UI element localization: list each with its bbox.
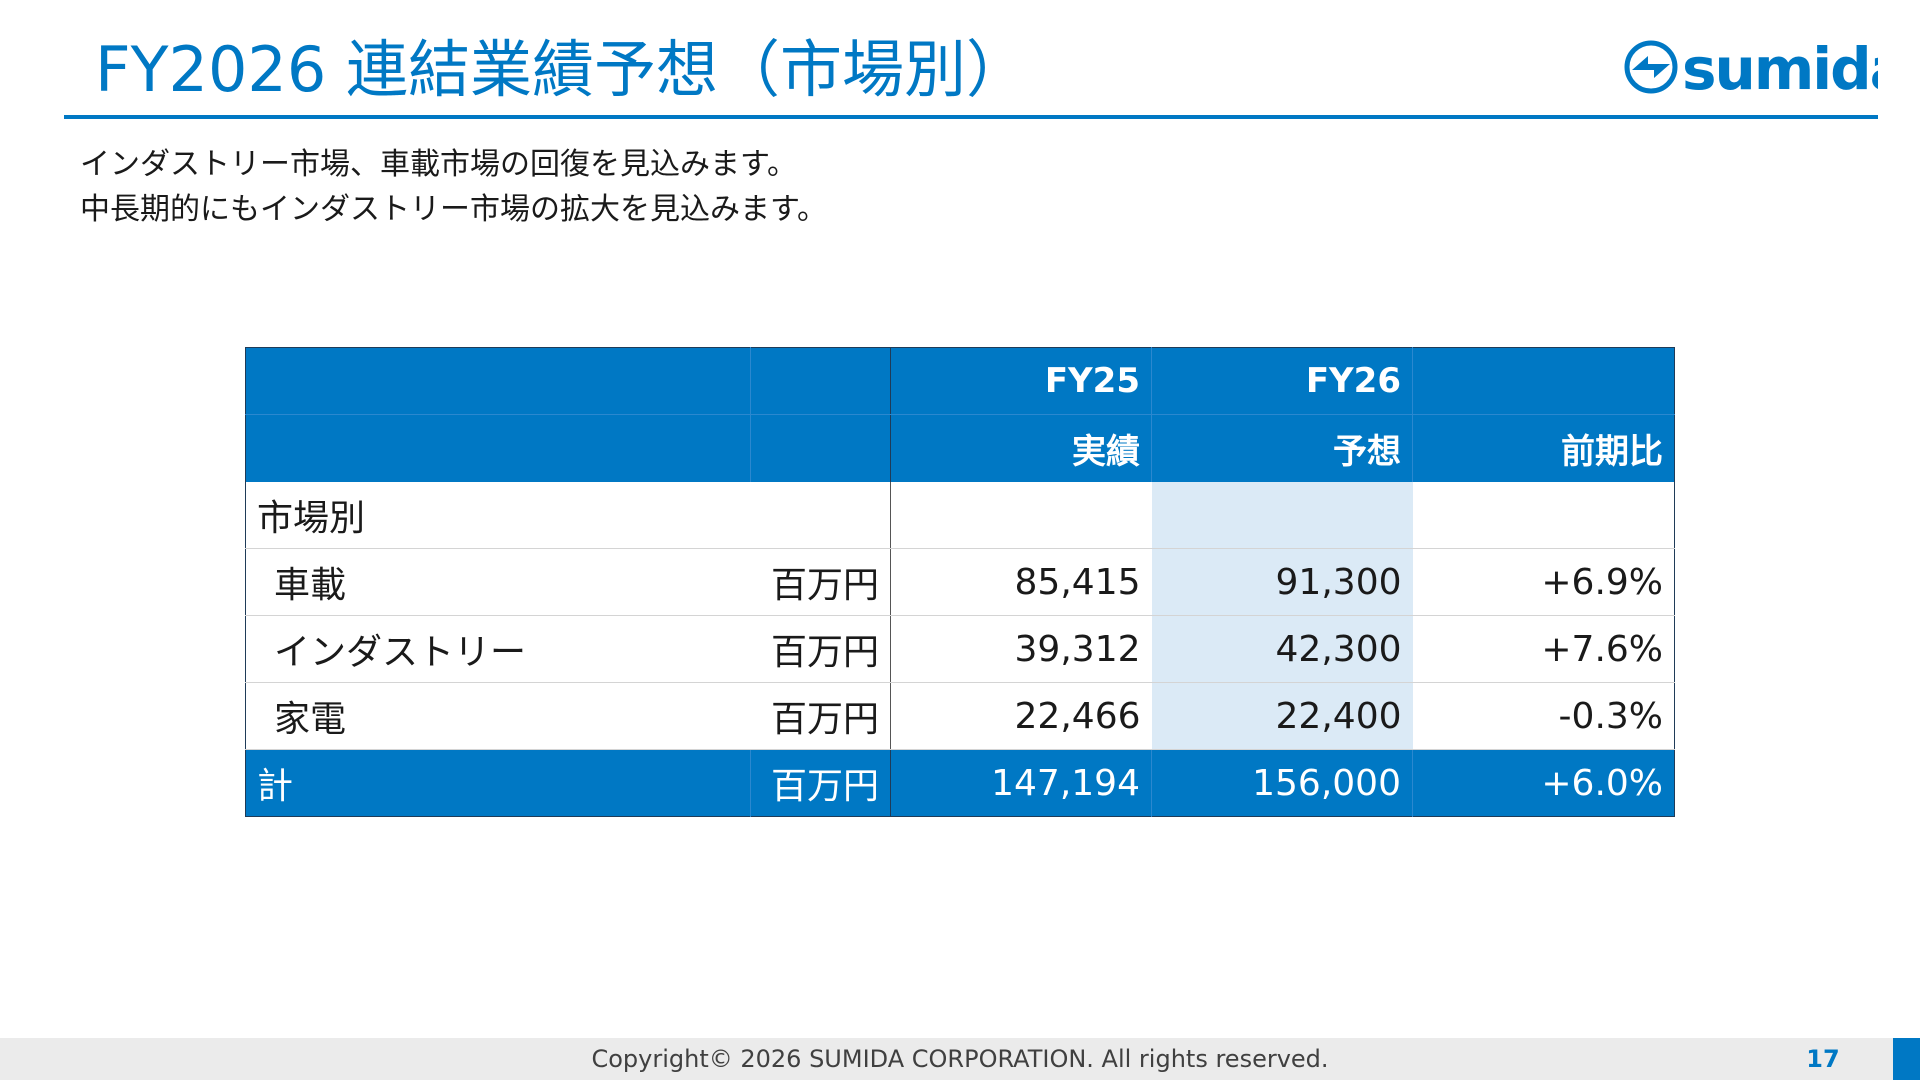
row-unit: 百万円 bbox=[750, 615, 891, 683]
row-label: 車載 bbox=[245, 548, 751, 616]
fy25-value: 39,312 bbox=[890, 615, 1152, 683]
fy25-value: 85,415 bbox=[890, 548, 1152, 616]
logo-wordmark: sumida bbox=[1682, 35, 1878, 100]
col-header-fy26: FY26 bbox=[1151, 347, 1413, 415]
table-row: 車載 百万円 85,415 91,300 +6.9% bbox=[245, 548, 1675, 616]
row-unit: 百万円 bbox=[750, 682, 891, 750]
fy25-value: 22,466 bbox=[890, 682, 1152, 750]
intro-line-1: インダストリー市場、車載市場の回復を見込みます。 bbox=[80, 147, 797, 182]
row-label: インダストリー bbox=[245, 615, 751, 683]
intro-line-2: 中長期的にもインダストリー市場の拡大を見込みます。 bbox=[80, 192, 827, 227]
page-accent-bar bbox=[1893, 1038, 1920, 1080]
table-row: 家電 百万円 22,466 22,400 -0.3% bbox=[245, 682, 1675, 750]
page-title: FY2026 連結業績予想（市場別） bbox=[95, 33, 1029, 106]
fy26-value: 42,300 bbox=[1151, 615, 1413, 683]
section-label: 市場別 bbox=[245, 481, 891, 549]
intro-text: インダストリー市場、車載市場の回復を見込みます。 中長期的にもインダストリー市場… bbox=[80, 142, 827, 232]
section-row: 市場別 bbox=[245, 481, 1675, 549]
table-header-row-1: FY25 FY26 bbox=[245, 347, 1675, 415]
row-label: 家電 bbox=[245, 682, 751, 750]
fy26-value: 91,300 bbox=[1151, 548, 1413, 616]
title-divider bbox=[64, 115, 1878, 119]
table-row: インダストリー 百万円 39,312 42,300 +7.6% bbox=[245, 615, 1675, 683]
col-header-fy25: FY25 bbox=[890, 347, 1152, 415]
col-header-yoy: 前期比 bbox=[1412, 414, 1675, 482]
col-subheader-forecast: 予想 bbox=[1151, 414, 1413, 482]
total-fy25: 147,194 bbox=[890, 749, 1152, 817]
col-subheader-actual: 実績 bbox=[890, 414, 1152, 482]
total-unit: 百万円 bbox=[750, 749, 891, 817]
fy26-value: 22,400 bbox=[1151, 682, 1413, 750]
sumida-logo: sumida bbox=[1624, 35, 1878, 100]
sumida-emblem-icon bbox=[1624, 40, 1678, 94]
yoy-value: -0.3% bbox=[1412, 682, 1675, 750]
total-yoy: +6.0% bbox=[1412, 749, 1675, 817]
footer-bar: Copyright© 2026 SUMIDA CORPORATION. All … bbox=[0, 1038, 1920, 1080]
yoy-value: +6.9% bbox=[1412, 548, 1675, 616]
page-number: 17 bbox=[1806, 1045, 1840, 1073]
table-header-row-2: 実績 予想 前期比 bbox=[245, 414, 1675, 482]
total-fy26: 156,000 bbox=[1151, 749, 1413, 817]
copyright-text: Copyright© 2026 SUMIDA CORPORATION. All … bbox=[591, 1045, 1329, 1073]
yoy-value: +7.6% bbox=[1412, 615, 1675, 683]
row-unit: 百万円 bbox=[750, 548, 891, 616]
total-label: 計 bbox=[245, 749, 751, 817]
market-forecast-table: FY25 FY26 実績 予想 前期比 市場別 車載 百万円 85,415 91… bbox=[245, 347, 1675, 817]
total-row: 計 百万円 147,194 156,000 +6.0% bbox=[245, 749, 1675, 817]
